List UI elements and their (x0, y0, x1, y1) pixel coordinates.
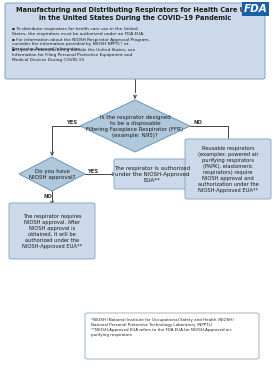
FancyBboxPatch shape (185, 139, 271, 199)
FancyBboxPatch shape (114, 159, 190, 189)
Text: ▪ If you are manufacturing outside the United States, see
Information for Filing: ▪ If you are manufacturing outside the U… (12, 48, 135, 61)
Text: The respirator requires
NIOSH approval. After
NIOSH approval is
obtained, it wil: The respirator requires NIOSH approval. … (22, 214, 82, 248)
Text: Reusable respirators
(examples: powered air
purifying respirators
(PAPK), elasto: Reusable respirators (examples: powered … (198, 145, 258, 193)
Text: YES: YES (87, 169, 98, 174)
FancyBboxPatch shape (5, 3, 265, 79)
FancyBboxPatch shape (9, 203, 95, 259)
Text: FDA: FDA (244, 4, 267, 14)
Polygon shape (19, 157, 85, 191)
Text: Manufacturing and Distributing Respirators for Health Care Use
in the United Sta: Manufacturing and Distributing Respirato… (16, 7, 254, 21)
Text: NO: NO (44, 194, 52, 199)
Text: ▪ To distribute respirators for health care use in the United
States, the respir: ▪ To distribute respirators for health c… (12, 27, 144, 36)
FancyBboxPatch shape (85, 313, 259, 359)
Text: YES: YES (66, 120, 77, 125)
Text: *NIOSH (National Institute for Occupational Safety and Health (NIOSH)
National P: *NIOSH (National Institute for Occupatio… (91, 318, 234, 337)
Text: The respirator is authorized
under the NIOSH-Approved
EUA**: The respirator is authorized under the N… (114, 166, 190, 183)
FancyBboxPatch shape (242, 2, 269, 16)
Text: NO: NO (193, 120, 202, 125)
Text: Do you have
NIOSH approval?: Do you have NIOSH approval? (29, 169, 75, 180)
Text: ▪ For information about the NIOSH Respirator Approval Program,
consider the info: ▪ For information about the NIOSH Respir… (12, 37, 150, 51)
Polygon shape (80, 100, 190, 152)
Text: Is the respirator designed
to be a disposable
Filtering Facepiece Respirator (FF: Is the respirator designed to be a dispo… (87, 114, 184, 138)
